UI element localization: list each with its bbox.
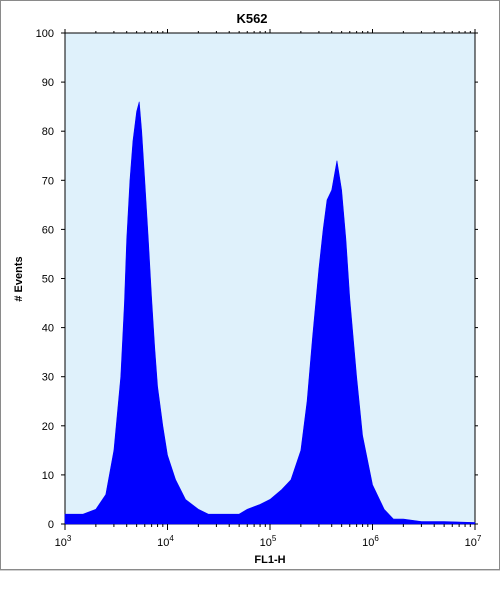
chart-frame: K562 0 10 20 30 40 50 60 70 80 90 100 103 104 105 106… — [0, 0, 500, 570]
x-tick-exponent: 3 — [67, 534, 72, 543]
y-tick-label: 0 — [48, 519, 54, 531]
x-tick-exponent: 4 — [169, 534, 174, 543]
chart-title: K562 — [236, 11, 267, 26]
y-tick-label: 40 — [42, 323, 54, 335]
y-axis-label: # Events — [13, 256, 25, 301]
x-tick-label: 104 — [157, 534, 174, 549]
x-tick-base: 10 — [55, 537, 67, 549]
x-tick-label: 105 — [260, 534, 277, 549]
x-tick-label: 106 — [362, 534, 379, 549]
y-tick-label: 30 — [42, 372, 54, 384]
x-tick-label: 103 — [55, 534, 72, 549]
y-tick-label: 100 — [36, 28, 54, 40]
histogram-series-0 — [64, 101, 476, 525]
x-tick-label: 107 — [465, 534, 482, 549]
y-tick-label: 60 — [42, 224, 54, 236]
x-axis-label: FL1-H — [254, 554, 285, 566]
x-tick-base: 10 — [260, 537, 272, 549]
x-tick-base: 10 — [157, 537, 169, 549]
x-tick-exponent: 7 — [477, 534, 482, 543]
x-tick-base: 10 — [465, 537, 477, 549]
x-tick-exponent: 6 — [374, 534, 379, 543]
y-tick-label: 80 — [42, 126, 54, 138]
x-tick-base: 10 — [362, 537, 374, 549]
x-tick-exponent: 5 — [272, 534, 277, 543]
y-tick-label: 10 — [42, 470, 54, 482]
y-tick-label: 90 — [42, 77, 54, 89]
bottom-strip — [0, 570, 500, 590]
y-tick-label: 50 — [42, 274, 54, 286]
y-tick-label: 20 — [42, 421, 54, 433]
y-tick-label: 70 — [42, 175, 54, 187]
